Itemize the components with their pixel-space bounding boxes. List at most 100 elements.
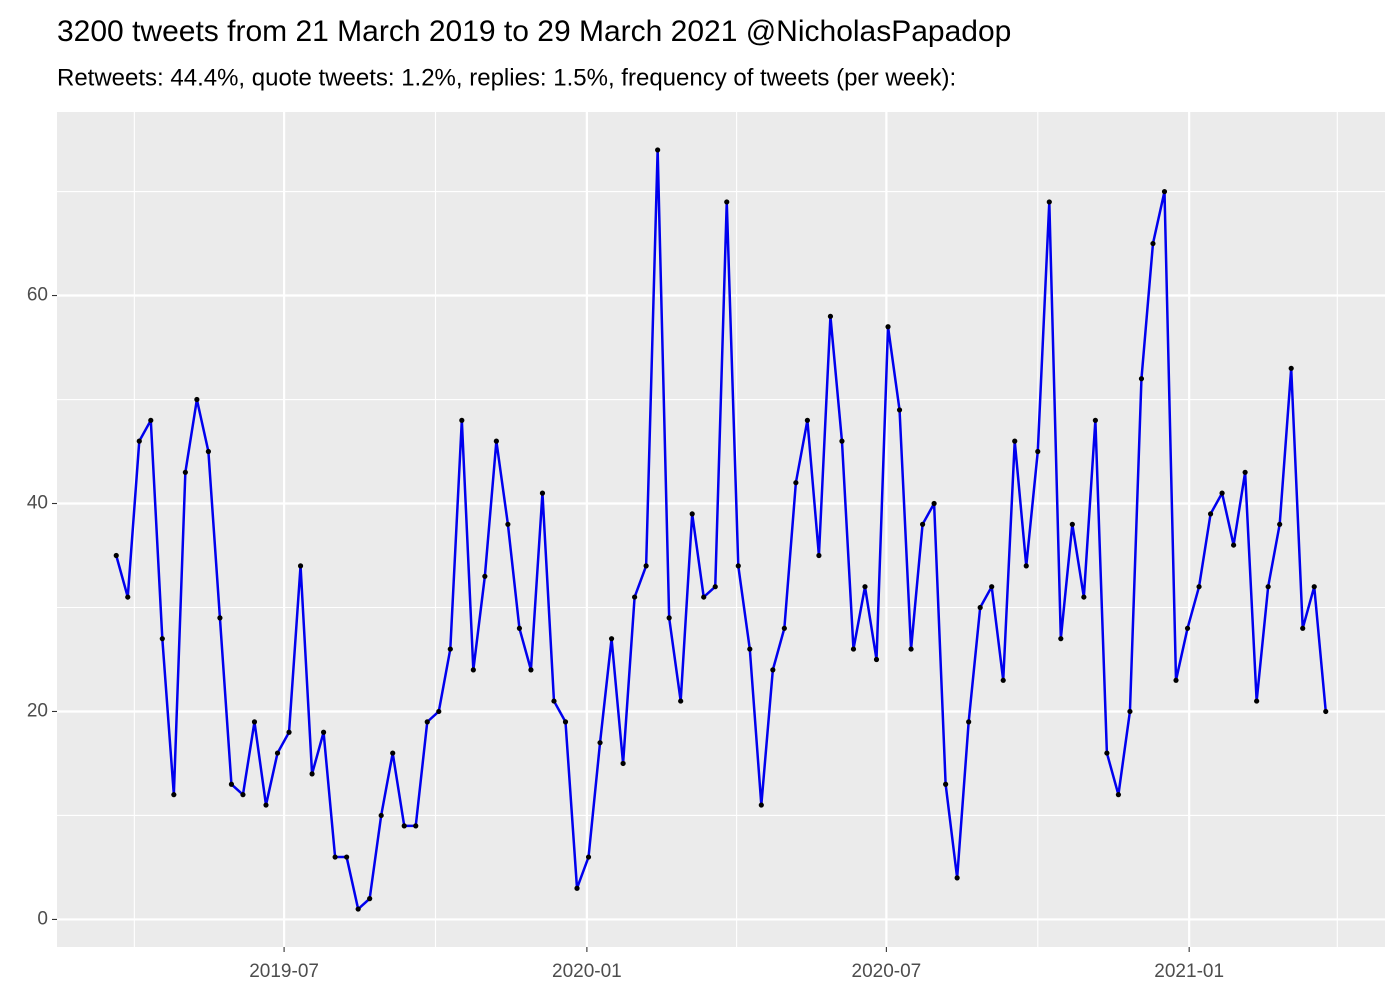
- y-tick-label: 60: [27, 285, 48, 306]
- data-point: [1173, 677, 1179, 683]
- data-point: [1023, 563, 1029, 569]
- data-point: [1127, 708, 1133, 715]
- data-point: [436, 708, 442, 715]
- data-point: [1138, 376, 1145, 382]
- data-point: [735, 563, 741, 569]
- data-point: [228, 781, 235, 787]
- data-point: [793, 480, 799, 486]
- y-tick-label: 20: [27, 700, 48, 721]
- data-point: [1323, 708, 1329, 715]
- data-point: [954, 875, 960, 881]
- data-point: [1046, 199, 1052, 205]
- data-point: [885, 324, 891, 330]
- data-point: [1311, 584, 1317, 590]
- data-point: [977, 604, 983, 611]
- data-point: [424, 719, 430, 725]
- data-point: [862, 584, 868, 590]
- data-point: [1069, 521, 1075, 527]
- data-point: [931, 500, 937, 507]
- data-point: [171, 792, 177, 798]
- data-point: [194, 396, 200, 403]
- data-point: [804, 417, 810, 423]
- data-point: [528, 667, 534, 673]
- x-tick-label: 2020-07: [852, 961, 922, 982]
- data-point: [1288, 365, 1294, 371]
- data-point: [1035, 448, 1041, 455]
- data-point: [551, 698, 557, 704]
- data-point: [251, 719, 258, 725]
- data-point: [1300, 625, 1306, 631]
- data-point: [1219, 490, 1225, 496]
- data-point: [470, 667, 476, 673]
- x-tick-label: 2021-01: [1154, 961, 1224, 982]
- data-point: [643, 563, 649, 569]
- x-tick-label: 2019-07: [249, 961, 319, 982]
- data-point: [1184, 625, 1191, 631]
- data-point: [539, 490, 546, 496]
- data-point: [943, 781, 949, 787]
- data-point: [724, 199, 730, 205]
- data-point: [1000, 677, 1006, 683]
- data-point: [1196, 584, 1202, 590]
- data-point: [136, 438, 142, 444]
- data-point: [240, 792, 246, 798]
- data-point: [1058, 636, 1064, 642]
- chart-title: 3200 tweets from 21 March 2019 to 29 Mar…: [57, 15, 1011, 48]
- data-point: [217, 615, 223, 621]
- x-tick-label: 2020-01: [552, 961, 622, 982]
- data-point: [827, 313, 834, 319]
- data-point: [966, 719, 972, 725]
- data-point: [344, 854, 350, 860]
- data-point: [309, 771, 315, 777]
- data-point: [908, 646, 914, 652]
- data-point: [182, 469, 188, 475]
- data-point: [263, 802, 269, 808]
- data-point: [989, 584, 995, 590]
- data-point: [608, 636, 615, 642]
- y-tick-label: 0: [37, 908, 48, 929]
- chart-subtitle: Retweets: 44.4%, quote tweets: 1.2%, rep…: [57, 64, 956, 91]
- data-point: [712, 584, 718, 590]
- data-point: [390, 750, 396, 756]
- plot-panel: [57, 112, 1385, 947]
- data-point: [367, 896, 373, 902]
- data-point: [355, 906, 361, 912]
- data-point: [689, 511, 695, 517]
- data-point: [620, 760, 626, 767]
- data-point: [850, 646, 857, 652]
- data-point: [1207, 511, 1214, 517]
- data-point: [666, 615, 672, 621]
- data-point: [655, 147, 661, 153]
- data-point: [1231, 542, 1237, 548]
- data-point: [585, 854, 592, 860]
- series-line: [115, 148, 1328, 911]
- data-point: [320, 729, 327, 735]
- y-tick-label: 40: [27, 493, 48, 514]
- data-point: [574, 885, 580, 891]
- data-point: [413, 823, 419, 829]
- data-point: [919, 521, 926, 527]
- data-point: [493, 438, 499, 444]
- data-point: [562, 719, 569, 725]
- data-point: [873, 656, 880, 663]
- data-point: [1242, 469, 1248, 475]
- data-point: [516, 625, 523, 631]
- data-point: [678, 698, 684, 704]
- data-point: [896, 407, 903, 413]
- data-point: [747, 646, 753, 652]
- data-point: [332, 854, 338, 860]
- data-point: [125, 594, 131, 600]
- data-point: [1254, 698, 1260, 704]
- data-point: [1265, 584, 1271, 590]
- data-point: [447, 646, 453, 652]
- data-point: [401, 823, 407, 829]
- data-point: [597, 740, 603, 746]
- data-point: [701, 594, 707, 600]
- data-point: [1081, 594, 1087, 600]
- data-point: [1277, 521, 1283, 527]
- data-point: [482, 573, 488, 579]
- data-point: [159, 636, 165, 642]
- data-point: [632, 594, 638, 600]
- data-point: [459, 417, 465, 423]
- data-point: [1150, 240, 1156, 247]
